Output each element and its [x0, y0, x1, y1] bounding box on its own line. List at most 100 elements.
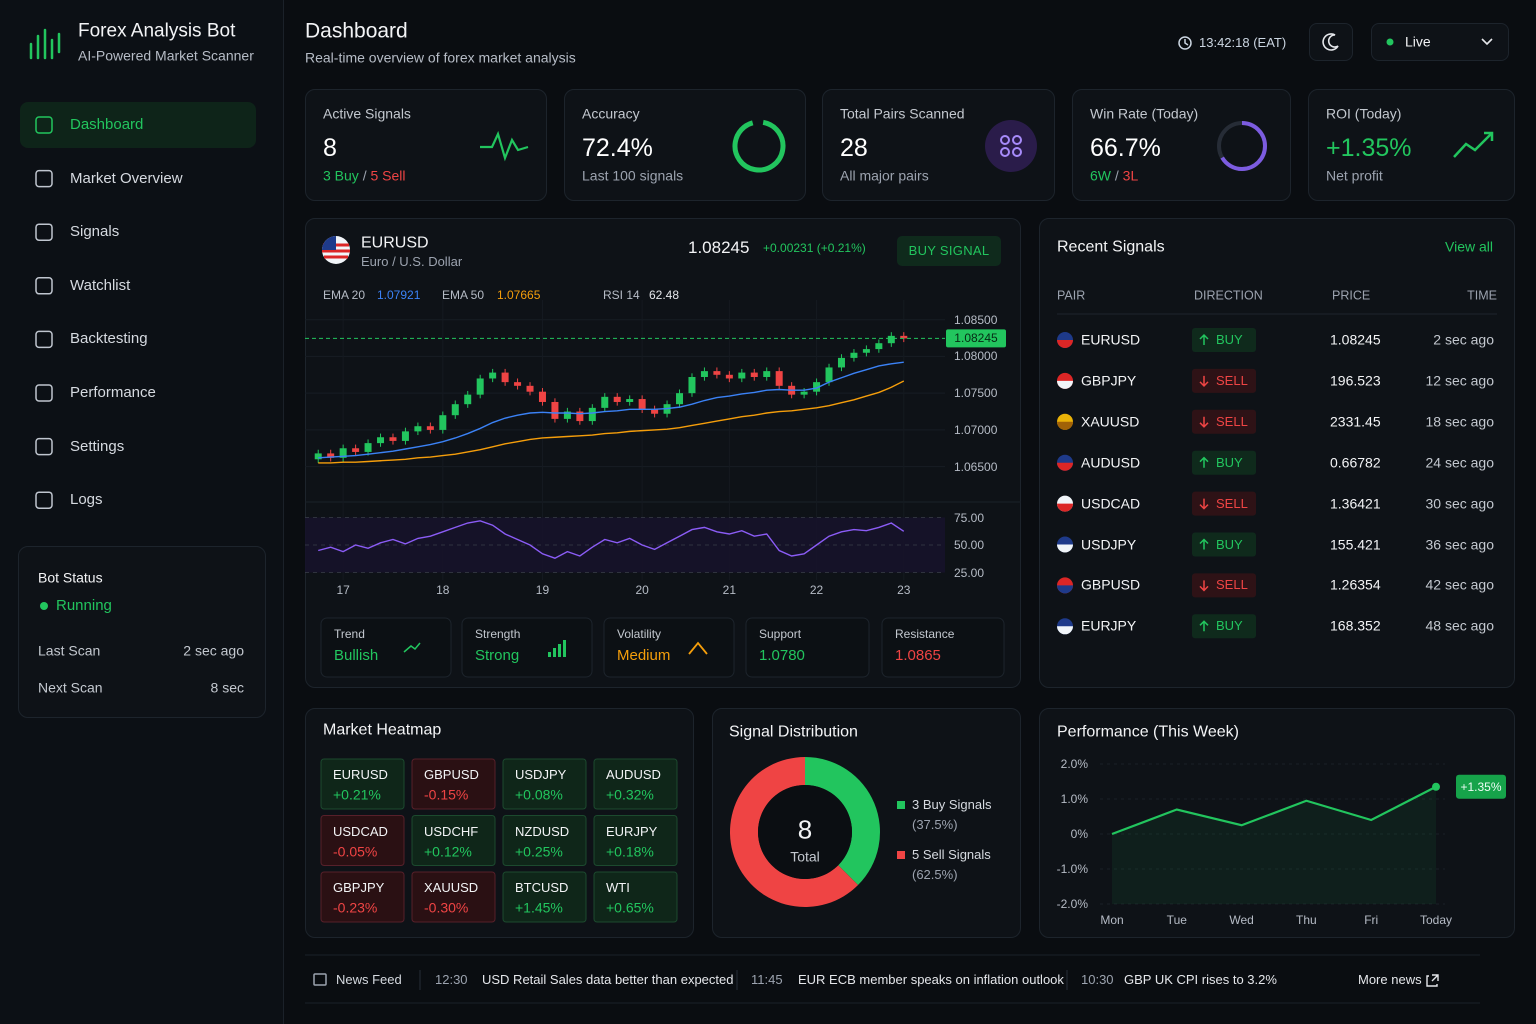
kpi-sub-part: All major pairs: [840, 167, 929, 184]
signal-direction: BUY: [1216, 454, 1243, 470]
legend-name: 3 Buy Signals: [912, 797, 992, 813]
indicator-value: 1.07921: [377, 287, 421, 302]
heatmap-change: +0.08%: [515, 786, 563, 803]
more-news-link[interactable]: More news: [1358, 972, 1422, 988]
stat-value: 1.0865: [895, 647, 941, 664]
page-title: Dashboard: [305, 19, 408, 43]
candle-body: [713, 371, 721, 375]
nav-item[interactable]: Backtesting: [70, 330, 148, 348]
donut-total: 8: [797, 814, 813, 845]
pulse-icon: [480, 130, 529, 162]
x-tick-label: 21: [722, 582, 737, 597]
heatmap-cell: [320, 871, 405, 923]
live-dot: [1386, 38, 1394, 46]
heatmap-change: +0.32%: [606, 786, 654, 803]
brand-subtitle: AI-Powered Market Scanner: [78, 47, 254, 64]
roi-arrow: [1484, 131, 1494, 141]
nav-item[interactable]: Market Overview: [70, 169, 183, 187]
nav-item[interactable]: Signals: [70, 223, 120, 241]
y-tick-label: 1.07000: [954, 422, 998, 437]
candle-body: [551, 401, 559, 419]
signal-pair: USDCAD: [1081, 495, 1141, 512]
performance-title: Performance (This Week): [1057, 723, 1239, 741]
heatmap-cell: [320, 815, 405, 866]
candle-body: [626, 399, 634, 402]
x-tick-label: Thu: [1296, 912, 1317, 927]
candle-body: [862, 349, 870, 353]
distribution-title: Signal Distribution: [729, 723, 858, 741]
news-text[interactable]: USD Retail Sales data better than expect…: [482, 972, 734, 988]
signal-time: 12 sec ago: [1425, 372, 1495, 389]
pairs-icon-bg: [985, 120, 1037, 172]
nav-item[interactable]: Dashboard: [70, 116, 144, 133]
legend-name: 5 Sell Signals: [912, 847, 991, 863]
nav-icon: [35, 223, 53, 241]
candle-body: [414, 426, 422, 432]
x-tick-label: 23: [897, 582, 911, 597]
nav-item[interactable]: Watchlist: [70, 276, 131, 294]
heatmap-cell: [502, 758, 587, 810]
candle-body: [576, 411, 584, 422]
kpi-sub-part: 5 Sell: [370, 167, 406, 184]
news-text[interactable]: GBP UK CPI rises to 3.2%: [1124, 972, 1277, 988]
strength-bar: [558, 644, 561, 657]
rsi-tick-label: 25.00: [954, 565, 985, 580]
signal-price: 1.08245: [1330, 331, 1381, 348]
heatmap-cell: [502, 871, 587, 923]
column-header: DIRECTION: [1194, 288, 1263, 303]
bot-status-state: Running: [56, 597, 112, 614]
direction-arrow: [1199, 620, 1209, 632]
kpi-sub-part: /: [358, 167, 371, 184]
heatmap-change: +0.25%: [515, 843, 563, 860]
kpi-label: Win Rate (Today): [1090, 105, 1199, 122]
mode-label[interactable]: Live: [1405, 33, 1431, 50]
signal-price: 1.26354: [1330, 576, 1381, 593]
heatmap-change: +0.18%: [606, 843, 654, 860]
nav-item[interactable]: Performance: [70, 384, 156, 401]
direction-arrow: [1199, 580, 1209, 592]
kpi-sub-part: /: [1111, 167, 1123, 184]
heatmap-cell: [502, 815, 587, 866]
stat-value: Bullish: [334, 647, 379, 664]
candle-body: [364, 443, 372, 452]
signal-time: 36 sec ago: [1425, 536, 1495, 553]
candle-body: [837, 357, 845, 368]
legend-share: (37.5%): [912, 817, 958, 833]
nav-item[interactable]: Logs: [70, 491, 103, 509]
theme-button[interactable]: [1309, 23, 1353, 61]
news-title: News Feed: [336, 972, 402, 988]
x-tick-label: Today: [1419, 912, 1453, 927]
news-time: 10:30: [1081, 972, 1114, 988]
column-header: PAIR: [1057, 288, 1086, 303]
stat-label: Support: [759, 626, 802, 641]
indicator-name: RSI 14: [603, 287, 640, 302]
signal-time: 42 sec ago: [1425, 576, 1495, 593]
indicator-name: EMA 20: [323, 287, 366, 302]
brand-logo: [29, 28, 61, 60]
x-tick-label: Tue: [1166, 912, 1187, 927]
heatmap-pair: GBPUSD: [424, 767, 479, 783]
candle-body: [676, 393, 684, 405]
trend-icon: [403, 642, 421, 653]
nav-item[interactable]: Settings: [70, 437, 125, 455]
view-all-link[interactable]: View all: [1445, 238, 1493, 255]
performance-card: [1039, 708, 1515, 938]
direction-badge: [1192, 409, 1256, 434]
pair-change: +0.00231 (+0.21%): [763, 240, 866, 255]
external-icon: [1426, 974, 1439, 987]
indicator-name: EMA 50: [442, 287, 485, 302]
clock-hand: [1184, 39, 1189, 46]
nav-icon: [35, 330, 53, 349]
heatmap-pair: USDJPY: [515, 767, 567, 783]
candle-body: [339, 448, 347, 458]
nav-icon: [35, 491, 53, 509]
y-tick-label: 1.0%: [1060, 791, 1088, 806]
flag-half: [1057, 340, 1073, 348]
news-text[interactable]: EUR ECB member speaks on inflation outlo…: [798, 972, 1064, 988]
clock-time: 13:42:18 (EAT): [1199, 35, 1287, 51]
nav-icon: [35, 437, 53, 456]
stat-box: [461, 617, 593, 678]
candle-body: [489, 372, 497, 379]
candle-body: [501, 372, 509, 383]
